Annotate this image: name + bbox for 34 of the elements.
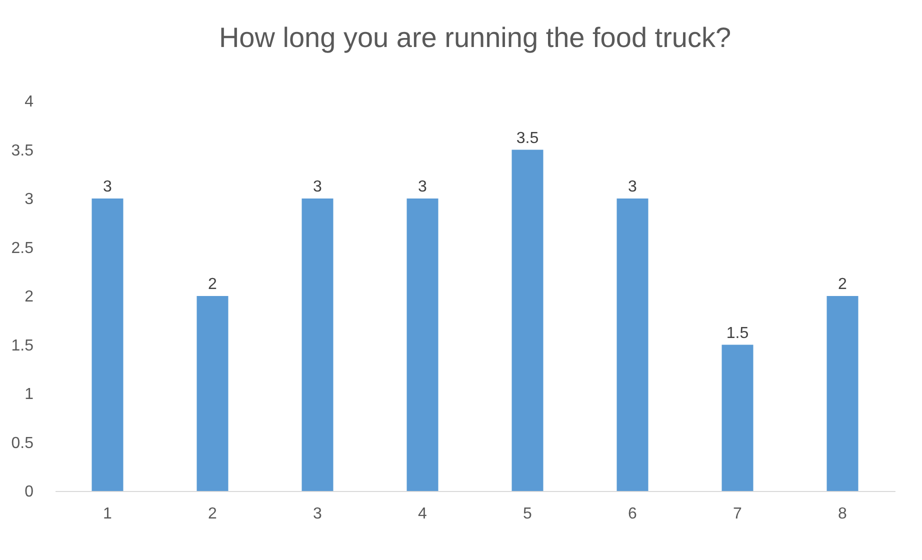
data-label: 2: [208, 276, 218, 293]
bar: [196, 296, 228, 491]
data-label: 3: [103, 178, 112, 196]
x-tick-label: 2: [208, 506, 218, 522]
x-tick-label: 6: [628, 506, 638, 522]
y-tick-label: 0.5: [11, 434, 34, 452]
chart-title: How long you are running the food truck?: [218, 22, 732, 53]
y-tick-label: 3: [24, 191, 34, 208]
data-label: 2: [838, 276, 848, 293]
x-tick-label: 4: [418, 506, 428, 522]
x-tick-label: 7: [733, 506, 742, 522]
data-label: 3: [418, 178, 428, 196]
y-tick-label: 4: [24, 94, 34, 110]
data-label: 3: [313, 178, 322, 196]
bar: [302, 198, 334, 491]
y-tick-label: 3.5: [11, 142, 34, 160]
y-tick-label: 2.5: [11, 240, 34, 257]
bar: [722, 344, 754, 491]
data-label: 3: [628, 178, 638, 196]
y-tick-label: 0: [24, 484, 34, 500]
x-tick-label: 8: [838, 506, 848, 522]
y-tick-label: 2: [24, 288, 34, 306]
x-tick-label: 5: [523, 506, 532, 522]
bar: [512, 150, 544, 491]
data-label: 1.5: [726, 324, 749, 342]
y-tick-label: 1: [24, 386, 34, 403]
bar: [406, 198, 438, 491]
y-tick-label: 1.5: [11, 337, 34, 354]
x-tick-label: 1: [103, 506, 112, 522]
x-tick-label: 3: [313, 506, 322, 522]
bar: [826, 296, 858, 491]
bar: [92, 198, 124, 491]
bar: [616, 198, 648, 491]
data-label: 3.5: [516, 130, 539, 147]
